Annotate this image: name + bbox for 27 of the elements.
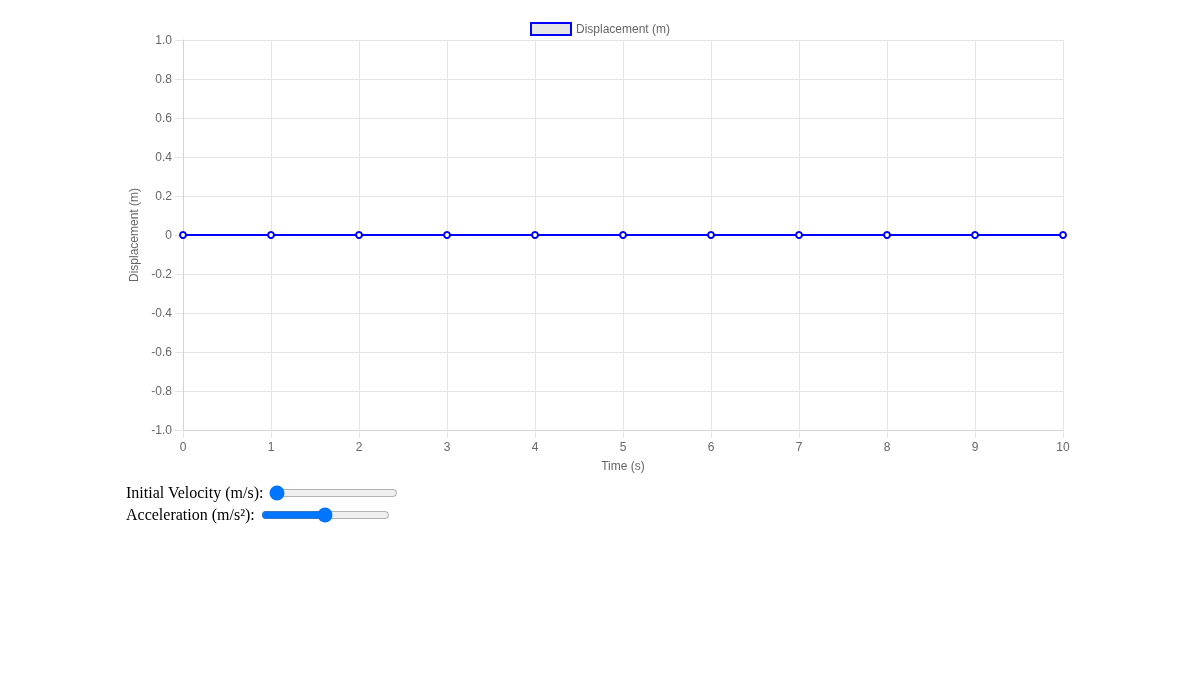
y-tick-label: -0.8 xyxy=(151,384,173,398)
y-tick-label: -0.2 xyxy=(151,267,173,281)
x-tick-label: 7 xyxy=(795,440,803,454)
x-tick-label: 3 xyxy=(443,440,451,454)
x-tick-label: 6 xyxy=(707,440,715,454)
y-tick-label: 0 xyxy=(165,228,173,242)
y-tick-label: -0.6 xyxy=(151,345,173,359)
x-tick-label: 5 xyxy=(619,440,627,454)
x-axis-title: Time (s) xyxy=(601,459,645,473)
y-tick-label: 0.4 xyxy=(155,150,173,164)
y-axis-title: Displacement (m) xyxy=(127,187,142,283)
x-tick-label: 4 xyxy=(531,440,539,454)
y-tick-label: -1.0 xyxy=(151,423,173,437)
x-tick-label: 2 xyxy=(355,440,363,454)
x-tick-label: 0 xyxy=(179,440,187,454)
y-tick-label: 0.6 xyxy=(155,111,173,125)
y-tick-label: 1.0 xyxy=(155,33,173,47)
text: Acceleration (m/s²): xyxy=(126,506,255,524)
x-tick-label: 9 xyxy=(971,440,979,454)
text: Initial Velocity (m/s): xyxy=(126,484,264,502)
x-tick-label: 8 xyxy=(883,440,891,454)
y-tick-label: 0.8 xyxy=(155,72,173,86)
legend-label: Displacement (m) xyxy=(575,22,671,36)
y-tick-label: 0.2 xyxy=(155,189,173,203)
x-tick-label: 10 xyxy=(1056,440,1070,454)
y-tick-label: -0.4 xyxy=(151,306,173,320)
x-tick-label: 1 xyxy=(267,440,275,454)
